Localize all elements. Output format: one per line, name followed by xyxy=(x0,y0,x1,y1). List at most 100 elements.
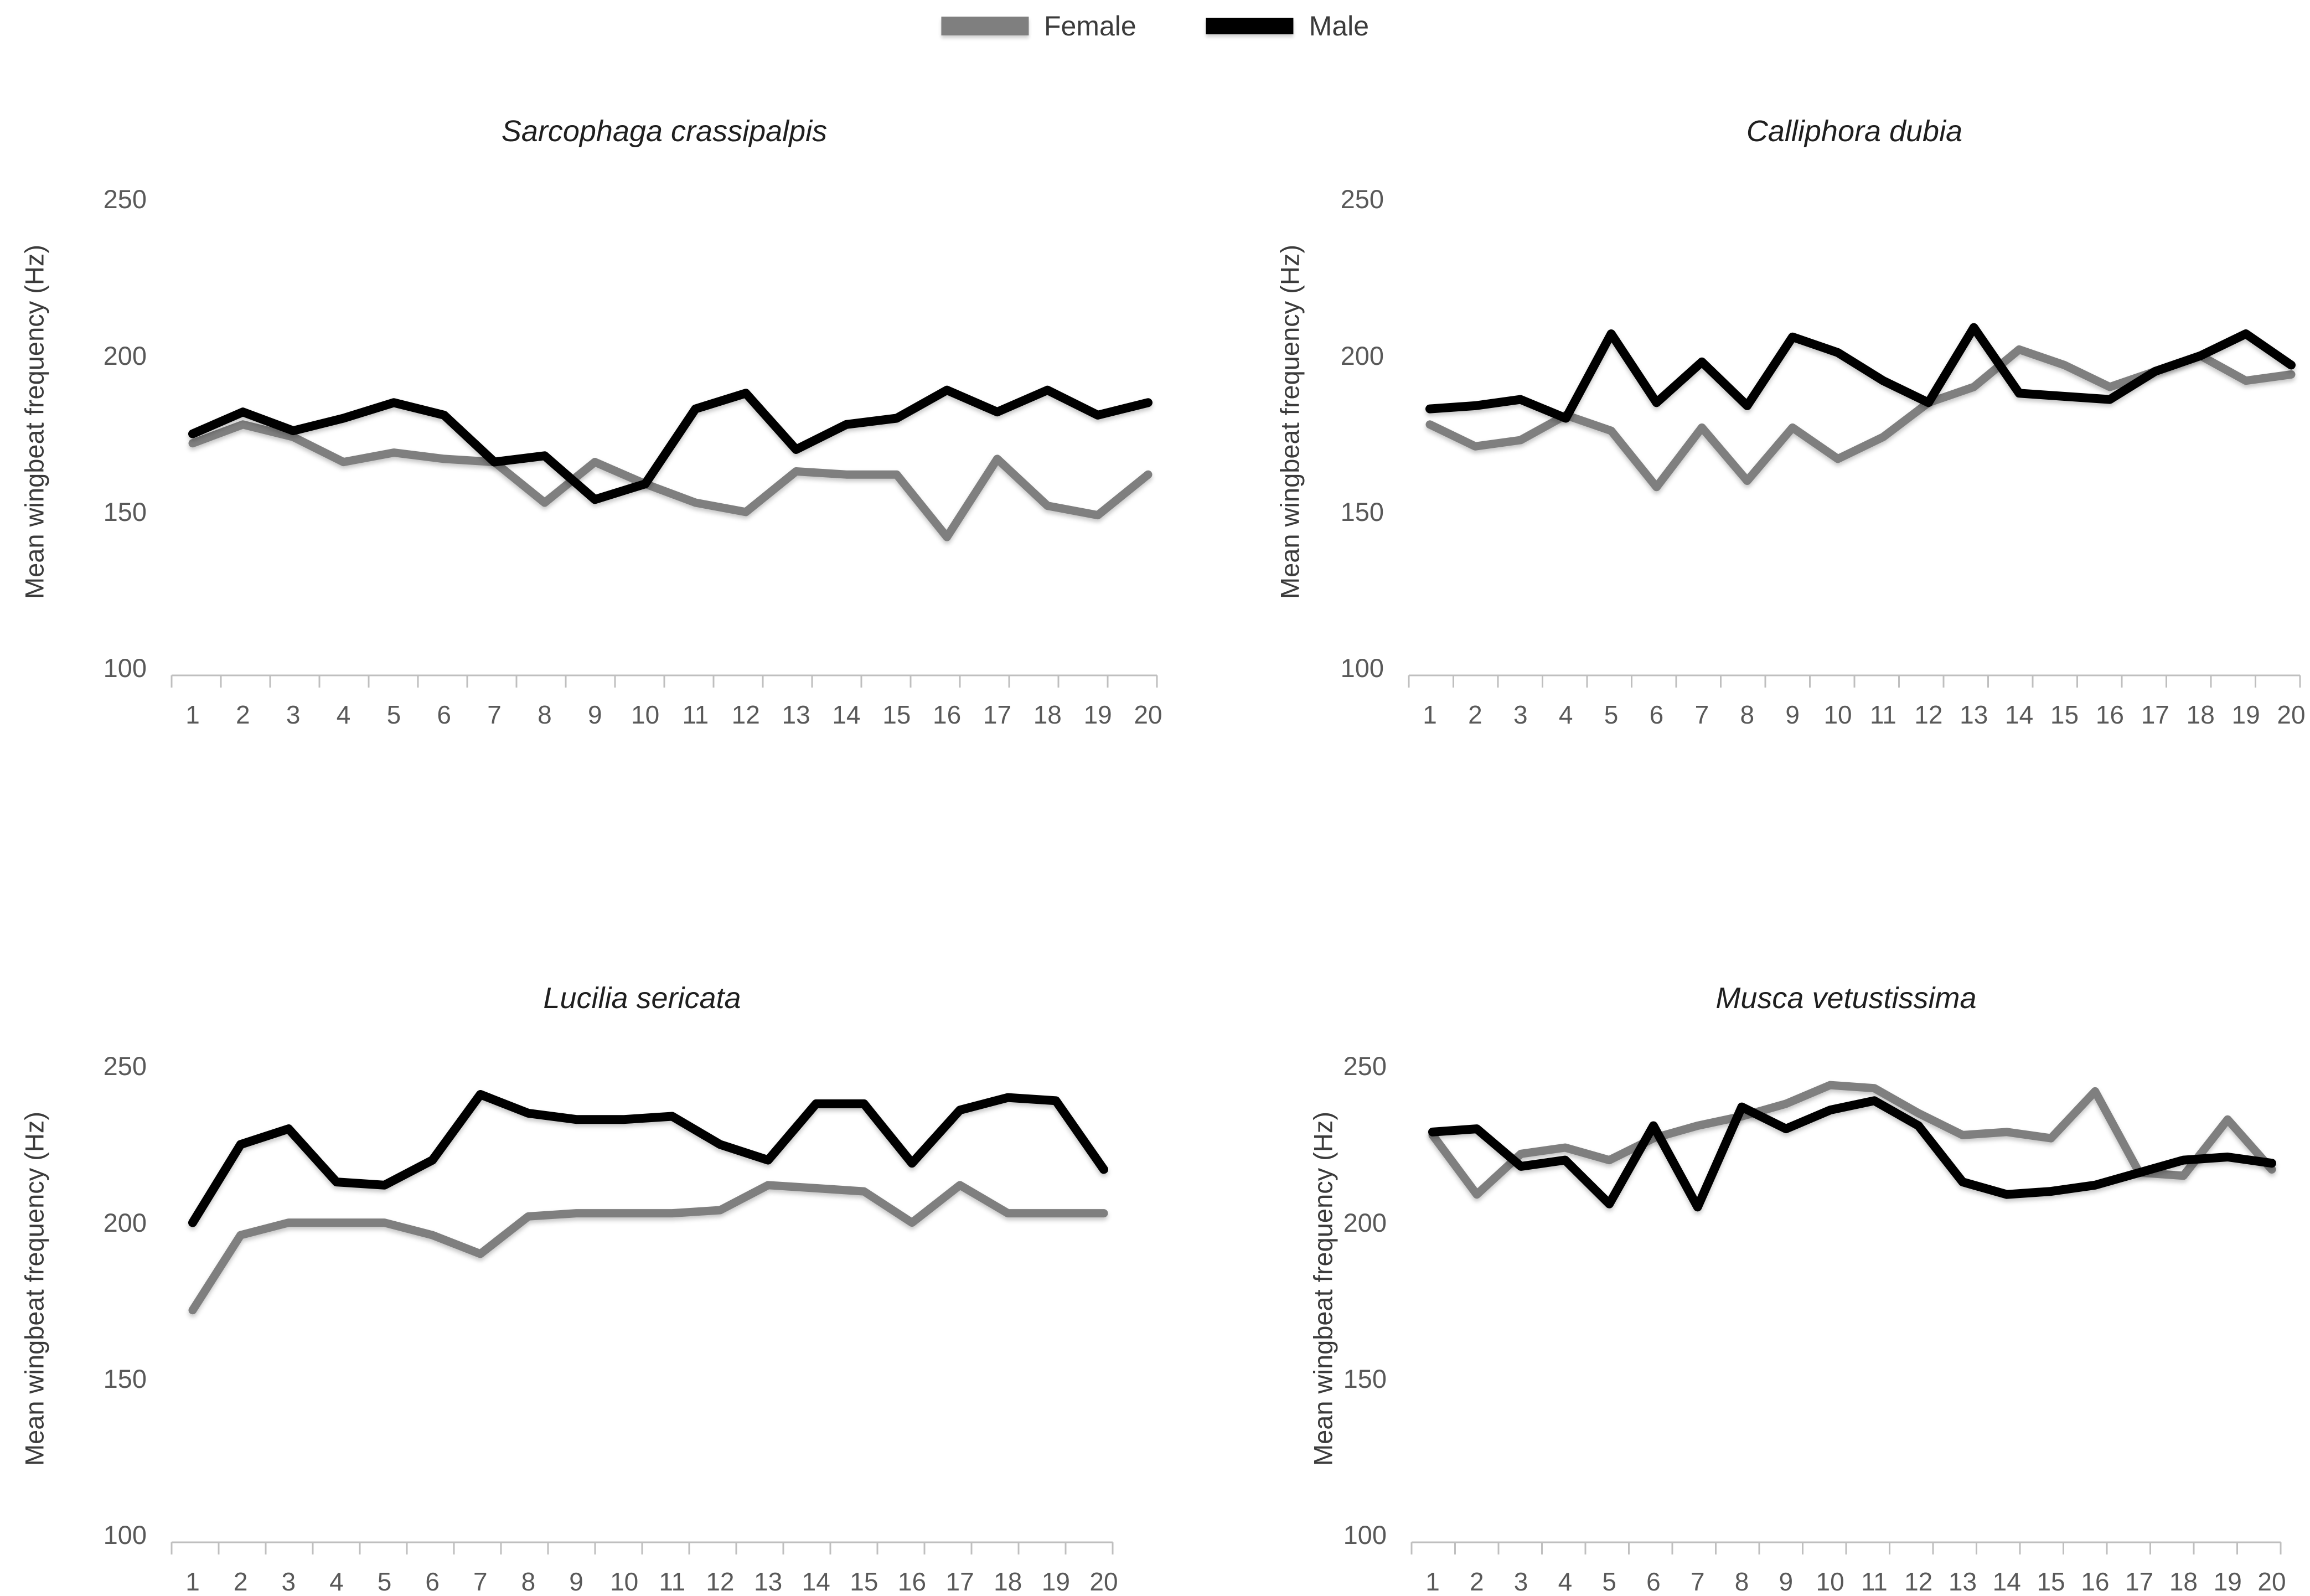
x-tick-label: 1 xyxy=(1423,700,1437,729)
x-tick-label: 5 xyxy=(1602,1567,1616,1596)
x-tick-label: 15 xyxy=(882,700,911,729)
x-tick-label: 6 xyxy=(1646,1567,1661,1596)
chart-calliphora-dubia: Calliphora dubia Mean wingbeat frequency… xyxy=(1275,116,2306,727)
chart-title: Calliphora dubia xyxy=(1746,115,1963,148)
x-tick-label: 19 xyxy=(1041,1567,1070,1596)
x-tick-label: 3 xyxy=(281,1567,296,1596)
x-tick-label: 14 xyxy=(832,700,861,729)
x-tick-label: 20 xyxy=(2257,1567,2286,1596)
x-tick-label: 19 xyxy=(2213,1567,2242,1596)
female-line xyxy=(188,1181,1108,1315)
female-line xyxy=(188,420,1153,541)
x-tick-label: 6 xyxy=(425,1567,440,1596)
x-tick-label: 7 xyxy=(473,1567,488,1596)
x-tick-label: 4 xyxy=(329,1567,344,1596)
x-tick-label: 20 xyxy=(1089,1567,1118,1596)
y-tick-label: 200 xyxy=(1343,1207,1387,1237)
x-tick-label: 4 xyxy=(1558,700,1573,729)
x-tick-label: 10 xyxy=(1823,700,1852,729)
x-tick-label: 7 xyxy=(487,700,502,729)
x-tick-label: 19 xyxy=(2231,700,2260,729)
y-tick-label: 250 xyxy=(1343,1051,1387,1081)
y-tick-label: 200 xyxy=(103,340,147,370)
plot-canvas xyxy=(1410,1081,2282,1554)
x-axis-line xyxy=(1410,1541,2282,1554)
x-tick-label: 16 xyxy=(897,1567,927,1596)
x-tick-label: 8 xyxy=(1734,1567,1749,1596)
legend-item-male: Male xyxy=(1206,12,1369,40)
x-tick-label: 10 xyxy=(631,700,660,729)
x-tick-label: 15 xyxy=(2050,700,2079,729)
x-tick-label: 13 xyxy=(1960,700,1988,729)
x-tick-label: 8 xyxy=(1740,700,1755,729)
x-tick-label: 16 xyxy=(933,700,962,729)
x-axis-line xyxy=(170,674,1158,688)
x-tick-label: 17 xyxy=(2125,1567,2154,1596)
x-tick-label: 17 xyxy=(2141,700,2169,729)
x-tick-label: 2 xyxy=(236,700,250,729)
y-tick-label: 100 xyxy=(1343,1520,1387,1550)
x-tick-label: 12 xyxy=(1904,1567,1933,1596)
y-tick-label: 250 xyxy=(1340,184,1384,214)
x-tick-label: 15 xyxy=(2037,1567,2065,1596)
y-axis-label: Mean wingbeat frequency (Hz) xyxy=(19,1111,49,1466)
x-tick-label: 3 xyxy=(1513,1567,1528,1596)
chart-title: Musca vetustissima xyxy=(1715,982,1977,1015)
legend-male-label: Male xyxy=(1309,11,1370,42)
x-tick-label: 6 xyxy=(1649,700,1664,729)
female-line-swatch-icon xyxy=(940,17,1029,35)
x-tick-label: 20 xyxy=(1134,700,1162,729)
x-tick-label: 13 xyxy=(753,1567,783,1596)
x-tick-label: 5 xyxy=(377,1567,392,1596)
y-axis-label: Mean wingbeat frequency (Hz) xyxy=(1275,244,1305,600)
y-tick-label: 100 xyxy=(103,1520,147,1550)
x-tick-label: 1 xyxy=(185,700,200,729)
x-tick-label: 11 xyxy=(1870,700,1896,729)
x-tick-label: 11 xyxy=(682,700,709,729)
x-tick-label: 13 xyxy=(782,700,810,729)
chart-lucilia-sericata: Lucilia sericata Mean wingbeat frequency… xyxy=(20,983,1118,1594)
x-tick-label: 5 xyxy=(386,700,401,729)
y-tick-label: 100 xyxy=(103,653,147,683)
x-tick-label: 9 xyxy=(1779,1567,1794,1596)
chart-title: Lucilia sericata xyxy=(543,982,741,1015)
x-tick-label: 14 xyxy=(1992,1567,2021,1596)
male-line xyxy=(188,1090,1108,1227)
y-axis-label: Mean wingbeat frequency (Hz) xyxy=(19,244,49,600)
male-line-swatch-icon xyxy=(1206,18,1294,34)
x-tick-label: 11 xyxy=(659,1567,686,1596)
x-tick-label: 20 xyxy=(2277,700,2306,729)
x-tick-label: 9 xyxy=(587,700,602,729)
x-tick-label: 4 xyxy=(1558,1567,1573,1596)
plot-canvas xyxy=(170,1090,1114,1554)
y-tick-label: 200 xyxy=(1340,340,1384,370)
x-tick-label: 12 xyxy=(706,1567,735,1596)
plot-canvas xyxy=(170,385,1158,688)
x-axis-line xyxy=(1408,674,2301,688)
x-tick-label: 7 xyxy=(1694,700,1709,729)
x-tick-label: 4 xyxy=(336,700,351,729)
male-line xyxy=(188,385,1153,504)
x-tick-label: 8 xyxy=(521,1567,536,1596)
x-tick-label: 18 xyxy=(994,1567,1022,1596)
x-tick-label: 17 xyxy=(945,1567,974,1596)
x-tick-label: 3 xyxy=(1513,700,1528,729)
x-tick-label: 18 xyxy=(2186,700,2215,729)
x-tick-label: 12 xyxy=(1914,700,1943,729)
legend-item-female: Female xyxy=(940,12,1136,40)
x-tick-label: 1 xyxy=(1425,1567,1440,1596)
y-tick-label: 150 xyxy=(1340,497,1384,526)
male-line xyxy=(1428,1096,2276,1212)
y-tick-label: 150 xyxy=(1343,1363,1387,1393)
x-tick-label: 5 xyxy=(1604,700,1619,729)
y-tick-label: 250 xyxy=(103,1051,147,1081)
x-tick-label: 18 xyxy=(2169,1567,2198,1596)
x-tick-label: 12 xyxy=(731,700,760,729)
x-tick-label: 15 xyxy=(850,1567,878,1596)
chart-sarcophaga-crassipalpis: Sarcophaga crassipalpis Mean wingbeat fr… xyxy=(20,116,1162,727)
y-tick-label: 200 xyxy=(103,1207,147,1237)
x-tick-label: 2 xyxy=(1469,1567,1484,1596)
female-line xyxy=(1428,1081,2276,1199)
x-tick-label: 8 xyxy=(538,700,552,729)
x-tick-label: 9 xyxy=(569,1567,583,1596)
